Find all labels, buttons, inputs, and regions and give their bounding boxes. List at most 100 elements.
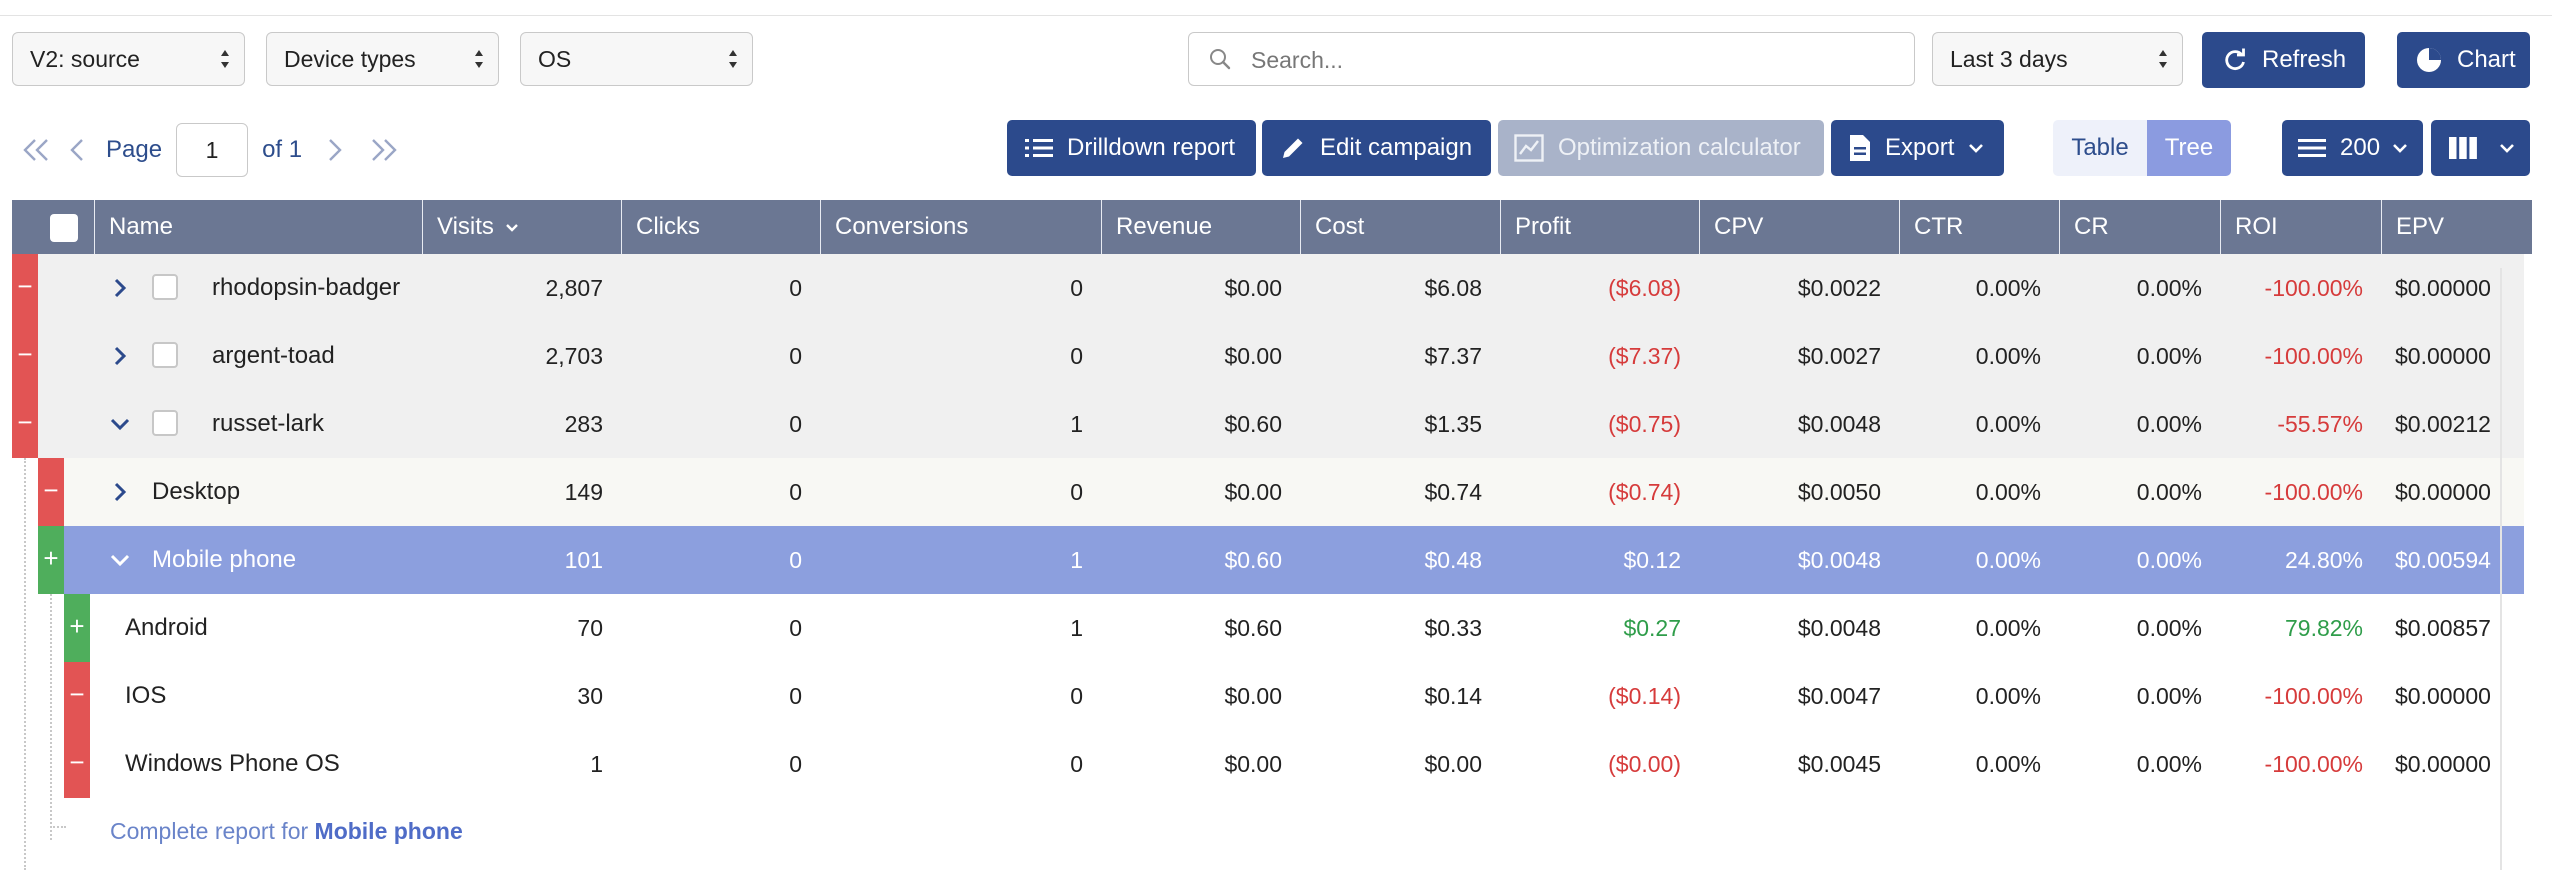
cell-epv: $0.00000 [2395, 343, 2491, 369]
edit-campaign-button[interactable]: Edit campaign [1262, 120, 1491, 176]
row-checkbox[interactable] [152, 274, 178, 300]
cell-visits: 149 [564, 479, 603, 505]
column-header-roi[interactable]: ROI [2220, 200, 2381, 254]
complete-report-target: Mobile phone [314, 818, 463, 844]
chevron-right-icon[interactable] [108, 276, 132, 300]
column-header-epv[interactable]: EPV [2381, 200, 2524, 254]
table-row[interactable]: − argent-toad 2,703 0 0 $0.00 $7.37 ($7.37) $0.0… [12, 322, 2524, 390]
row-toggle-bar[interactable]: − [12, 322, 38, 390]
export-button[interactable]: Export [1831, 120, 2004, 176]
chevron-right-icon[interactable] [108, 480, 132, 504]
cell-revenue: $0.00 [1224, 275, 1282, 301]
search-box[interactable] [1188, 32, 1915, 86]
grouping-select-3-value: OS [538, 46, 572, 72]
cell-cost: $0.00 [1424, 751, 1482, 777]
view-table-toggle[interactable]: Table [2053, 120, 2147, 176]
view-tree-toggle[interactable]: Tree [2147, 120, 2231, 176]
cell-cost: $6.08 [1424, 275, 1482, 301]
table-row[interactable]: − Windows Phone OS 1 0 0 $0.00 $0.00 ($0.00) $0.… [12, 730, 2524, 798]
column-header-revenue[interactable]: Revenue [1101, 200, 1300, 254]
next-page-icon[interactable] [324, 137, 344, 163]
table-row[interactable]: − rhodopsin-badger 2,807 0 0 $0.00 $6.08 ($6.08… [12, 254, 2524, 322]
refresh-button[interactable]: Refresh [2202, 32, 2365, 88]
cell-cpv: $0.0045 [1797, 751, 1881, 777]
row-toggle-bar[interactable]: + [64, 594, 90, 662]
chevron-down-icon[interactable] [108, 412, 132, 436]
rows-per-page-button[interactable]: 200 [2282, 120, 2423, 176]
cell-epv: $0.00000 [2395, 479, 2491, 505]
first-page-icon[interactable] [20, 137, 54, 163]
column-header-visits[interactable]: Visits [422, 200, 621, 254]
chevron-right-icon[interactable] [108, 344, 132, 368]
table-row[interactable]: + Mobile phone 101 0 1 $0.60 $0.48 $0.12 $0.0048… [12, 526, 2524, 594]
table-row[interactable]: − russet-lark 283 0 1 $0.60 $1.35 ($0.75) $0.004… [12, 390, 2524, 458]
cell-profit: $0.12 [1623, 547, 1681, 573]
chart-button[interactable]: Chart [2397, 32, 2530, 88]
cell-revenue: $0.60 [1224, 615, 1282, 641]
cell-ctr: 0.00% [1975, 615, 2041, 641]
row-toggle-bar[interactable]: + [38, 526, 64, 594]
row-checkbox[interactable] [152, 342, 178, 368]
export-label: Export [1885, 134, 1955, 161]
drilldown-report-button[interactable]: Drilldown report [1007, 120, 1256, 176]
pagination: Page 1 of 1 [20, 122, 400, 178]
cell-conversions: 0 [1070, 343, 1083, 369]
grouping-select-1[interactable]: V2: source [12, 32, 245, 86]
cell-cr: 0.00% [2136, 547, 2202, 573]
row-name: Mobile phone [152, 546, 297, 573]
page-number-input[interactable]: 1 [176, 123, 249, 177]
select-arrows-icon [221, 50, 229, 68]
row-toggle-bar[interactable]: − [12, 390, 38, 458]
tree-guide-line [50, 826, 66, 828]
column-header-name[interactable]: Name [94, 200, 422, 254]
cell-cr: 0.00% [2136, 479, 2202, 505]
complete-report-link[interactable]: Complete report for Mobile phone [110, 818, 463, 845]
cell-conversions: 1 [1070, 547, 1083, 573]
cell-cpv: $0.0047 [1797, 683, 1881, 709]
cell-ctr: 0.00% [1975, 479, 2041, 505]
row-toggle-bar[interactable]: − [64, 730, 90, 798]
chevron-down-icon[interactable] [108, 548, 132, 572]
date-range-select[interactable]: Last 3 days [1932, 32, 2183, 86]
file-icon [1849, 134, 1871, 162]
table-row[interactable]: + Android 70 0 1 $0.60 $0.33 $0.27 $0.0048 0.00% 0… [12, 594, 2524, 662]
row-toggle-bar[interactable]: − [12, 254, 38, 322]
row-name: Desktop [152, 478, 241, 505]
cell-cpv: $0.0022 [1797, 275, 1881, 301]
cell-cpv: $0.0048 [1797, 411, 1881, 437]
optimization-calculator-label: Optimization calculator [1558, 134, 1801, 161]
cell-clicks: 0 [789, 275, 802, 301]
column-header-cpv[interactable]: CPV [1699, 200, 1899, 254]
row-toggle-bar[interactable]: − [38, 458, 64, 526]
column-header-profit[interactable]: Profit [1500, 200, 1699, 254]
column-header-clicks[interactable]: Clicks [621, 200, 820, 254]
prev-page-icon[interactable] [68, 137, 88, 163]
select-arrows-icon [729, 50, 737, 68]
menu-icon [2298, 137, 2326, 159]
cell-visits: 70 [577, 615, 603, 641]
optimization-calculator-button[interactable]: Optimization calculator [1498, 120, 1824, 176]
row-toggle-bar[interactable]: − [64, 662, 90, 730]
last-page-icon[interactable] [366, 137, 400, 163]
table-row[interactable]: − Desktop 149 0 0 $0.00 $0.74 ($0.74) $0.0050 0.0… [12, 458, 2524, 526]
row-name: russet-lark [212, 410, 325, 437]
cell-clicks: 0 [789, 547, 802, 573]
columns-button[interactable] [2431, 120, 2530, 176]
select-all-checkbox[interactable] [50, 214, 78, 242]
cell-epv: $0.00000 [2395, 751, 2491, 777]
table-row[interactable]: − IOS 30 0 0 $0.00 $0.14 ($0.14) $0.0047 0.00% 0.0… [12, 662, 2524, 730]
row-checkbox[interactable] [152, 410, 178, 436]
row-background [38, 526, 2524, 594]
column-header-ctr[interactable]: CTR [1899, 200, 2059, 254]
grouping-select-2[interactable]: Device types [266, 32, 499, 86]
cell-cr: 0.00% [2136, 615, 2202, 641]
column-header-cr[interactable]: CR [2059, 200, 2220, 254]
cell-revenue: $0.00 [1224, 343, 1282, 369]
column-header-conversions[interactable]: Conversions [820, 200, 1101, 254]
grouping-select-3[interactable]: OS [520, 32, 753, 86]
pie-chart-icon [2415, 46, 2443, 74]
column-header-cost[interactable]: Cost [1300, 200, 1500, 254]
scroll-track [2500, 268, 2502, 870]
columns-icon [2449, 136, 2477, 160]
search-input[interactable] [1249, 41, 1893, 79]
